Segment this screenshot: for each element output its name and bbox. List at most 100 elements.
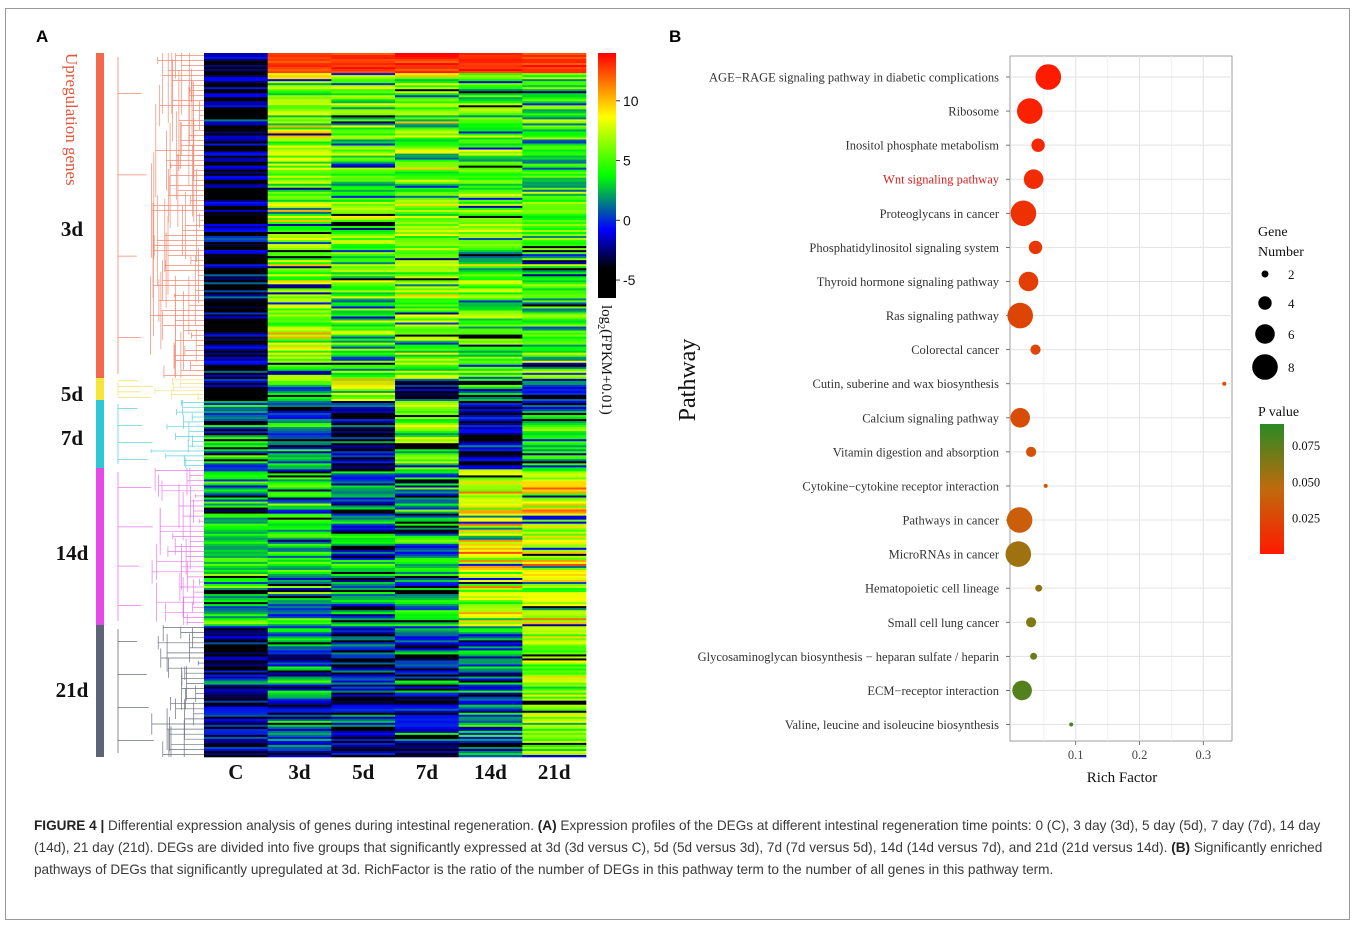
heat-cell bbox=[458, 670, 523, 673]
heat-cell bbox=[204, 270, 268, 273]
heat-cell bbox=[522, 334, 587, 337]
heat-cell bbox=[331, 244, 396, 247]
heat-cell bbox=[395, 133, 459, 136]
heat-cell bbox=[204, 467, 268, 470]
heat-cell bbox=[331, 131, 396, 134]
heat-cell bbox=[204, 109, 268, 112]
heat-cell bbox=[395, 316, 459, 319]
heat-cell bbox=[395, 543, 459, 547]
heat-cell bbox=[204, 582, 268, 585]
heat-cell bbox=[458, 402, 523, 406]
heat-cell bbox=[267, 388, 332, 392]
heat-cell bbox=[522, 503, 587, 506]
heat-cell bbox=[522, 388, 587, 392]
heat-cell bbox=[204, 392, 268, 396]
heat-cell bbox=[267, 630, 332, 633]
heat-cell bbox=[395, 718, 459, 722]
heat-cell bbox=[204, 79, 268, 82]
heat-cell bbox=[267, 732, 332, 736]
heat-cell bbox=[267, 91, 332, 94]
heat-cell bbox=[267, 177, 332, 181]
heat-cell bbox=[331, 254, 396, 257]
color-legend-label: 0.075 bbox=[1292, 439, 1320, 453]
heat-cell bbox=[395, 553, 459, 557]
heat-cell bbox=[458, 405, 523, 408]
heat-cell bbox=[267, 189, 332, 193]
heat-cell bbox=[458, 109, 523, 112]
heat-cell bbox=[458, 236, 523, 239]
heat-cell bbox=[267, 427, 332, 430]
heat-cell bbox=[395, 507, 459, 510]
heat-cell bbox=[458, 473, 523, 476]
heat-cell bbox=[204, 612, 268, 615]
heat-cell bbox=[522, 664, 587, 667]
heat-cell bbox=[267, 692, 332, 695]
heat-cell bbox=[522, 543, 587, 547]
heat-cell bbox=[395, 374, 459, 378]
heat-cell bbox=[458, 409, 523, 412]
heat-cell bbox=[204, 638, 268, 641]
heat-cell bbox=[522, 161, 587, 164]
heat-cell bbox=[395, 356, 459, 360]
heat-cell bbox=[267, 527, 332, 531]
heat-cell bbox=[395, 582, 459, 585]
group-bar-21d bbox=[96, 625, 104, 757]
heat-cell bbox=[458, 151, 523, 154]
heat-cell bbox=[331, 702, 396, 705]
heat-cell bbox=[395, 262, 459, 265]
heat-cell bbox=[204, 324, 268, 327]
heat-cell bbox=[331, 670, 396, 673]
heat-cell bbox=[267, 515, 332, 518]
heat-cell bbox=[267, 127, 332, 130]
heat-cell bbox=[204, 133, 268, 136]
heat-cell bbox=[331, 290, 396, 293]
heat-cell bbox=[395, 608, 459, 611]
heat-cell bbox=[204, 525, 268, 528]
heat-cell bbox=[395, 380, 459, 384]
heat-cell bbox=[458, 384, 523, 388]
heat-cell bbox=[204, 328, 268, 331]
heat-cell bbox=[458, 545, 523, 549]
heat-cell bbox=[458, 457, 523, 460]
heat-cell bbox=[267, 113, 332, 116]
heat-cell bbox=[204, 419, 268, 422]
heat-cell bbox=[395, 344, 459, 347]
heat-cell bbox=[522, 141, 587, 144]
heat-cell bbox=[522, 467, 587, 470]
heat-cell bbox=[267, 620, 332, 623]
heat-cell bbox=[395, 89, 459, 92]
heat-cell bbox=[395, 529, 459, 533]
heat-cell bbox=[522, 584, 587, 587]
heat-cell bbox=[458, 107, 523, 110]
heat-cell bbox=[395, 280, 459, 283]
heat-cell bbox=[395, 405, 459, 408]
heat-cell bbox=[395, 740, 459, 744]
group-label-7d: 7d bbox=[61, 426, 84, 450]
x-axis-ticks: 0.1 0.2 0.3 bbox=[1068, 741, 1211, 762]
heat-cell bbox=[331, 563, 396, 567]
heat-cell bbox=[204, 754, 268, 758]
heat-cell bbox=[331, 582, 396, 585]
heat-cell bbox=[458, 742, 523, 746]
heat-cell bbox=[204, 457, 268, 460]
heat-cell bbox=[331, 537, 396, 541]
heat-cell bbox=[395, 274, 459, 277]
pathway-label: Cutin, suberine and wax biosynthesis bbox=[813, 377, 1000, 391]
heat-cell bbox=[204, 411, 268, 414]
heat-cell bbox=[522, 390, 587, 394]
heat-cell bbox=[395, 557, 459, 561]
heat-cell bbox=[267, 575, 332, 579]
heat-cell bbox=[395, 221, 459, 225]
heat-cell bbox=[522, 179, 587, 183]
heat-cell bbox=[458, 477, 523, 480]
heat-cell bbox=[204, 547, 268, 551]
heat-cell bbox=[522, 89, 587, 92]
heat-cell bbox=[331, 632, 396, 635]
heat-cell bbox=[204, 503, 268, 506]
heat-cell bbox=[267, 203, 332, 207]
heat-cell bbox=[204, 714, 268, 718]
heat-cell bbox=[522, 425, 587, 428]
heat-cell bbox=[522, 330, 587, 333]
heat-cell bbox=[458, 374, 523, 378]
heat-cell bbox=[331, 431, 396, 434]
